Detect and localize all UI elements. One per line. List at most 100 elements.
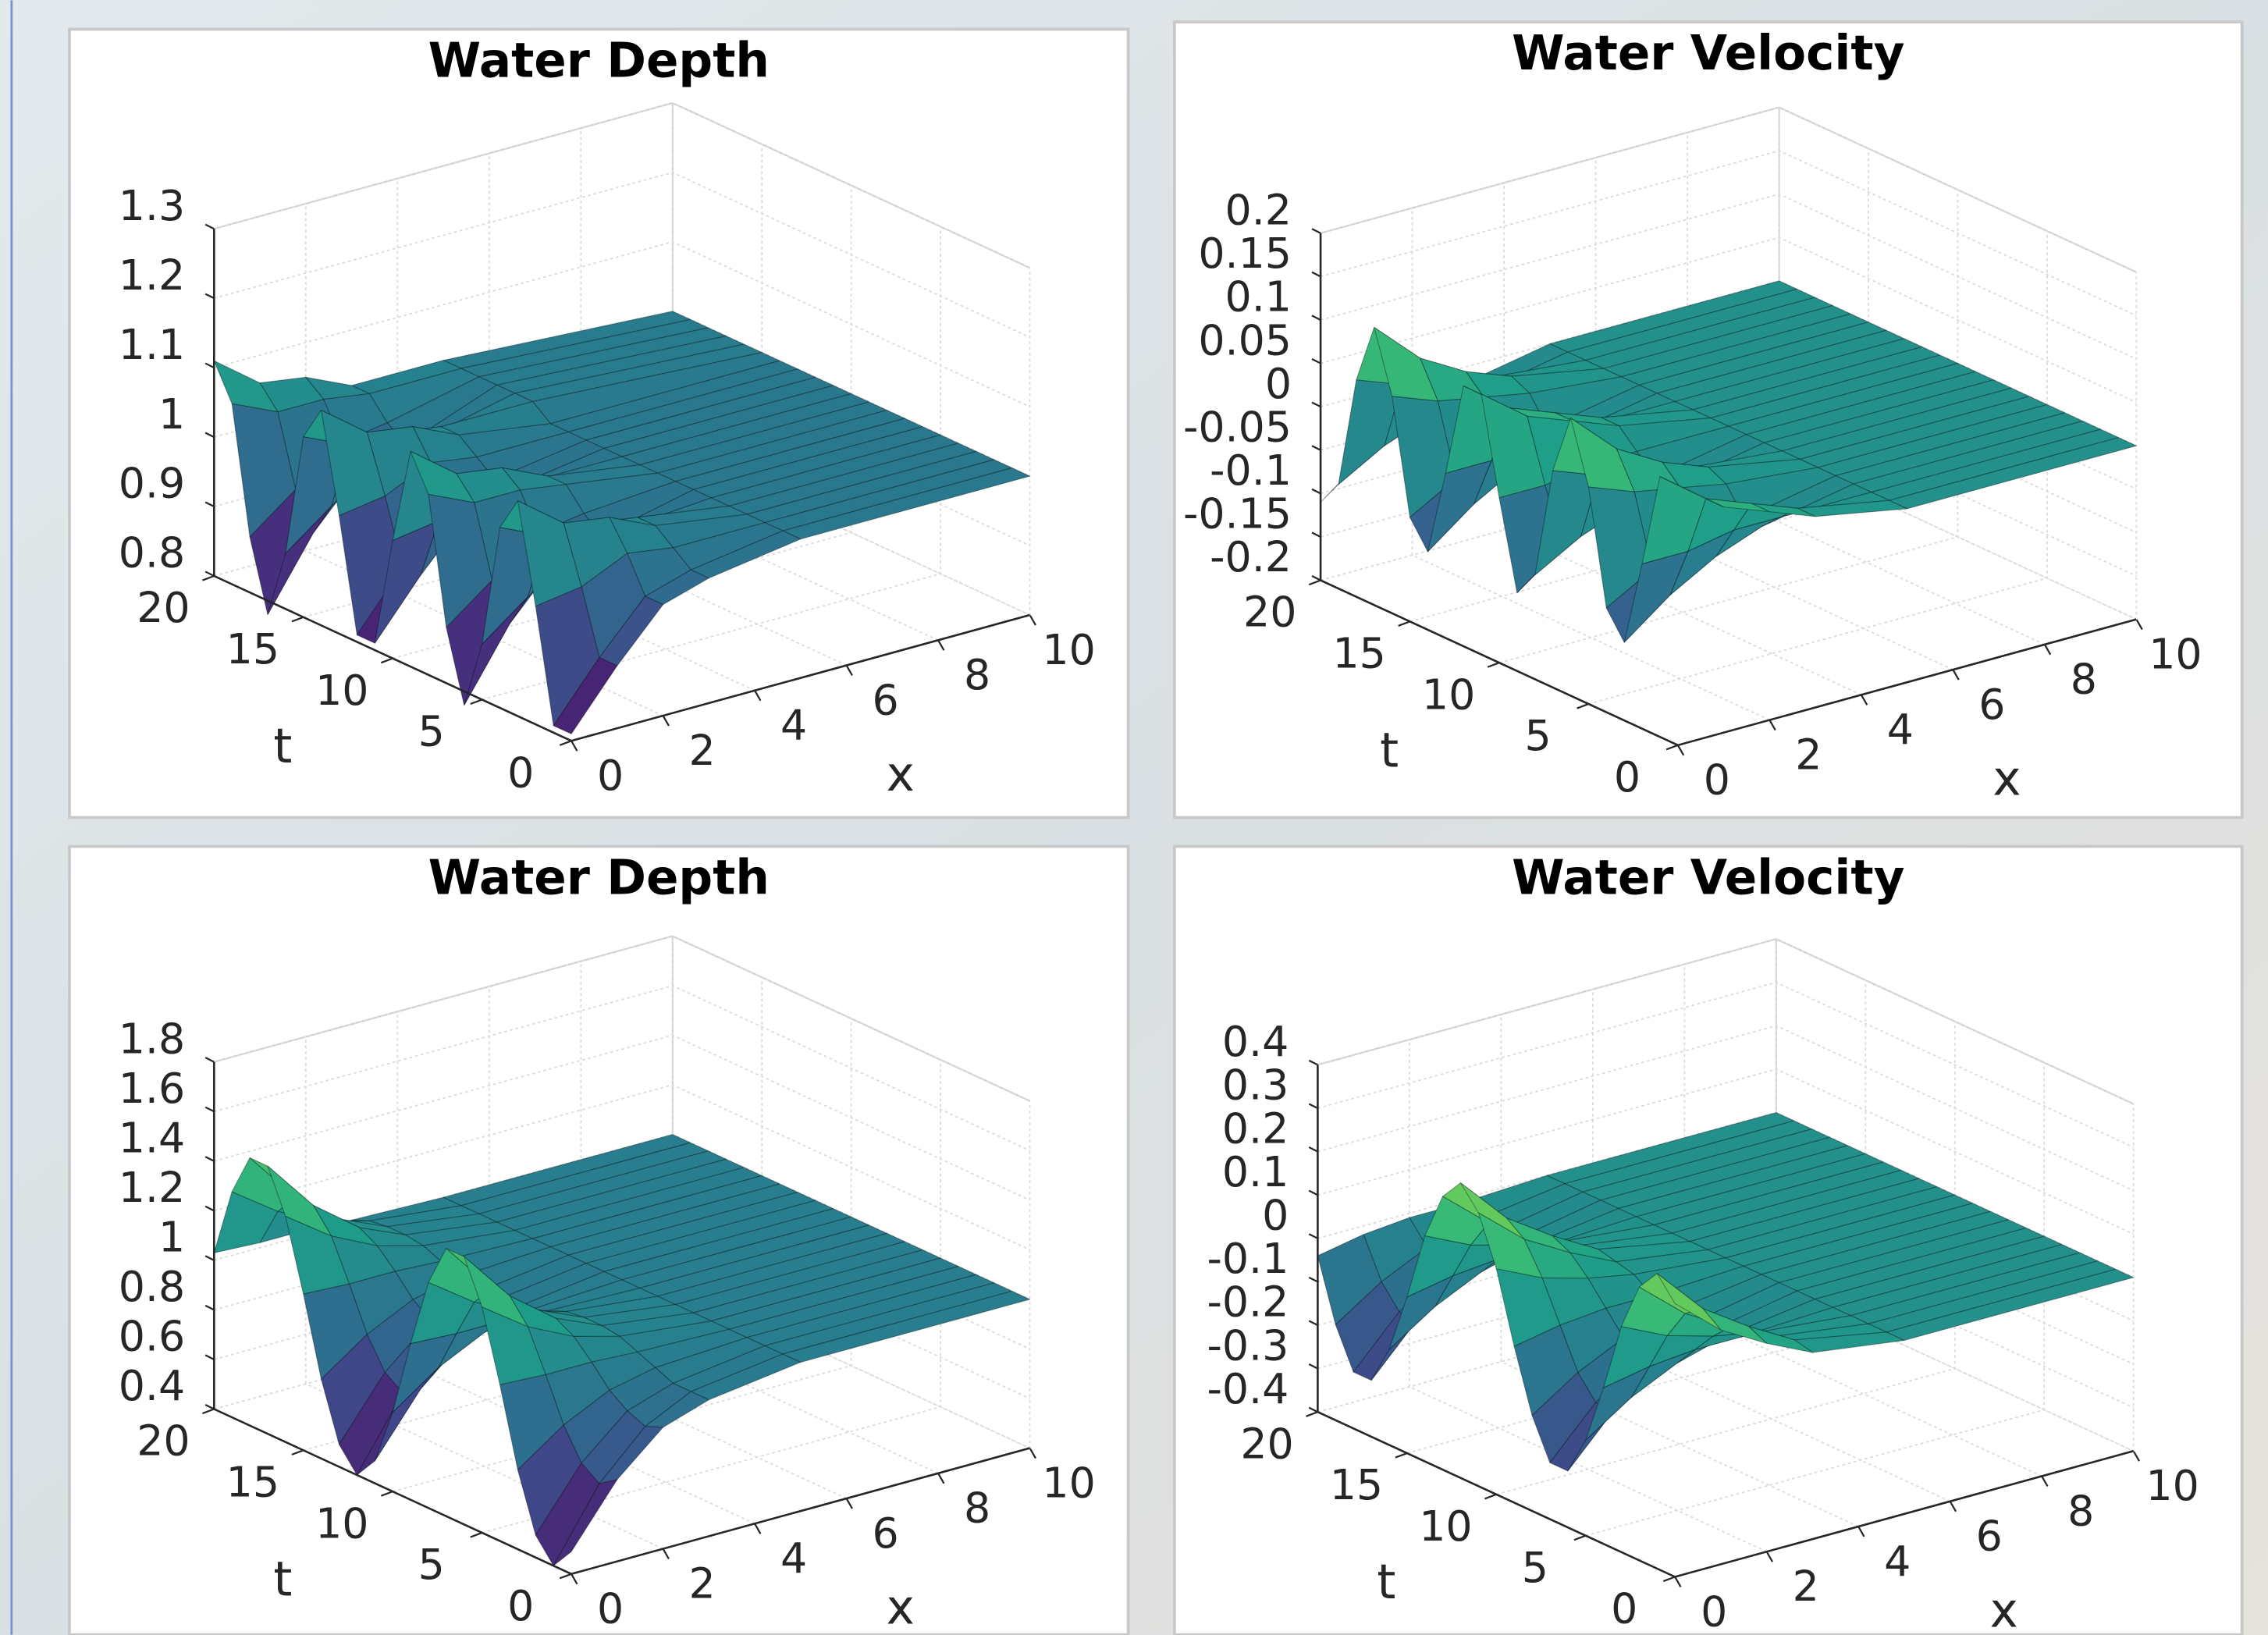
x-axis (1674, 1450, 2134, 1578)
x-axis-label: x (887, 747, 915, 802)
z-tick-label: 0.8 (119, 1262, 185, 1311)
x-tick (1769, 720, 1776, 731)
x-tick-label: 4 (780, 1534, 807, 1583)
x-axis (571, 1447, 1030, 1576)
surface-patch (599, 595, 664, 666)
z-tick (1311, 488, 1321, 495)
surface-patch (563, 1389, 628, 1464)
x-tick-label: 8 (2067, 1486, 2094, 1535)
surface-patch (1648, 1335, 1714, 1367)
surface-patch (1853, 420, 2102, 493)
x-tick-label: 0 (597, 751, 624, 800)
t-tick (1662, 1576, 1676, 1583)
t-tick (1395, 1452, 1408, 1459)
x-tick-label: 0 (597, 1584, 624, 1633)
z-tick-label: 1.3 (119, 181, 185, 230)
surface-patch (535, 586, 600, 727)
z-tick (1308, 1276, 1318, 1283)
surface-patch (1797, 499, 1908, 517)
z-tick-label: 1.1 (119, 320, 185, 369)
z-tick-label: 1.2 (119, 251, 185, 300)
surface-patch (545, 1361, 610, 1426)
x-tick (1952, 669, 1960, 681)
z-tick-label: -0.2 (1210, 532, 1292, 581)
t-tick (291, 1449, 304, 1456)
t-tick-label: 0 (1614, 752, 1641, 802)
x-tick-label: 6 (1976, 1512, 2003, 1561)
grid-line (1317, 1068, 2135, 1235)
t-tick (202, 1408, 215, 1415)
surface-patch (1871, 428, 2120, 501)
t-axis (1317, 1411, 1676, 1578)
grid-line (1503, 183, 1862, 696)
surface (213, 311, 1031, 734)
z-tick-label: 1.6 (119, 1064, 185, 1113)
x-tick (1949, 1501, 1957, 1512)
t-tick (1306, 1411, 1318, 1417)
grid-line (1588, 230, 2048, 705)
z-tick (1308, 1103, 1318, 1110)
surface-patch (1781, 387, 2030, 460)
surface (1320, 280, 2137, 643)
surface-patch (458, 423, 569, 458)
z-tick-label: 1 (158, 1213, 185, 1262)
surface-patch (1715, 517, 1780, 557)
x-tick-label: 4 (1887, 705, 1914, 754)
z-tick-label: -0.2 (1207, 1278, 1289, 1327)
t-tick-label: 20 (1240, 1419, 1293, 1468)
grid-line (1320, 150, 2137, 317)
z-tick-label: 0.8 (119, 528, 185, 578)
x-axis (1677, 618, 2137, 747)
t-tick (1573, 1534, 1587, 1541)
surface-patch (517, 1424, 582, 1536)
surface-patch (1616, 1249, 1726, 1275)
t-tick (1665, 744, 1679, 751)
t-axis-label: t (1380, 723, 1399, 779)
chart-title: Water Depth (428, 34, 770, 89)
x-tick-label: 4 (1884, 1537, 1911, 1586)
z-tick-label: 0.05 (1198, 315, 1292, 364)
surface-patch (1602, 305, 1851, 378)
surface-patch (1585, 1366, 1650, 1441)
x-tick (1765, 1551, 1774, 1562)
x-tick (2043, 644, 2052, 656)
surface-patch (1620, 313, 1869, 386)
axes: Water Depth 0.8 0.9 1 1.1 1.2 1.3 0 2 4 6 8 10 0 5 10 15… (68, 27, 1130, 819)
x-tick-label: 10 (1042, 625, 1095, 674)
z-tick (1311, 315, 1321, 321)
t-tick-label: 0 (1611, 1584, 1637, 1633)
z-tick-label: 1.8 (119, 1014, 185, 1063)
surface-patch (609, 517, 674, 554)
surface-patch (1388, 1275, 1454, 1350)
t-tick-label: 15 (226, 624, 279, 674)
x-tick (2132, 1450, 2141, 1462)
surface-patch (1582, 1129, 1831, 1201)
t-tick-label: 10 (1419, 1502, 1472, 1551)
surface-patch (1659, 476, 1725, 508)
x-tick (754, 1523, 762, 1534)
x-tick (571, 740, 578, 752)
surface-patch (1531, 1372, 1597, 1463)
surface-patch (428, 493, 493, 628)
z-tick (1308, 1233, 1318, 1239)
z-tick (204, 1304, 215, 1311)
surface-patch (553, 1479, 618, 1566)
surface-patch (782, 467, 1031, 540)
t-axis-label: t (1377, 1555, 1395, 1610)
surface-patch (1793, 1331, 1905, 1353)
z-tick-label: -0.4 (1207, 1364, 1289, 1413)
x-tick (662, 1548, 670, 1560)
z-tick-label: -0.05 (1183, 402, 1292, 451)
z-tick (1311, 358, 1321, 364)
x-tick (937, 1473, 945, 1484)
surface-patch (535, 1463, 600, 1566)
t-tick-label: 10 (315, 666, 368, 715)
t-tick-label: 15 (1332, 628, 1385, 677)
z-tick (1308, 1146, 1318, 1153)
z-tick (1311, 228, 1321, 234)
surface-patch (267, 505, 332, 616)
surface-patch (1603, 1326, 1668, 1388)
t-tick-label: 20 (1243, 588, 1296, 637)
